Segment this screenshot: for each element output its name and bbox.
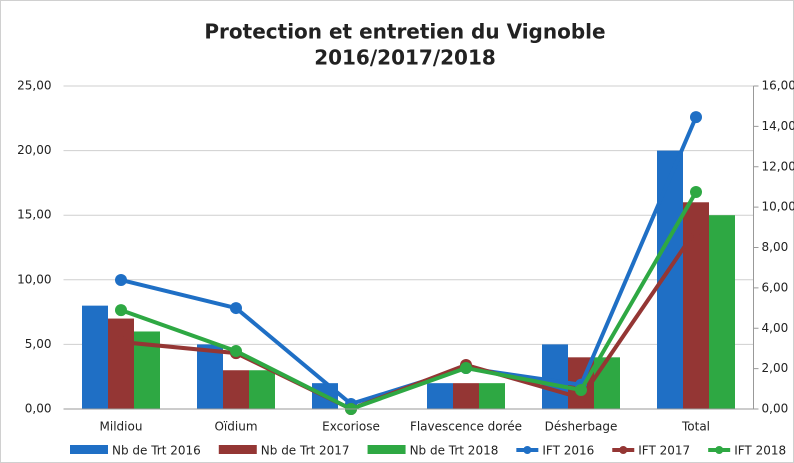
y-tick-label: 20,00 [17, 143, 51, 157]
y2-tick-label: 2,00 [762, 361, 789, 375]
bar [594, 357, 620, 409]
legend-label: IFT 2016 [542, 444, 594, 458]
y2-tick-label: 8,00 [762, 240, 789, 254]
y-tick-label: 5,00 [25, 337, 52, 351]
legend-swatch [715, 446, 724, 454]
y-tick-label: 10,00 [17, 272, 51, 286]
line-marker [115, 304, 127, 317]
bar [249, 370, 275, 409]
line-marker [115, 274, 127, 287]
chart-title: Protection et entretien du Vignoble [204, 20, 605, 44]
bar [108, 318, 134, 409]
line-marker [460, 362, 472, 375]
line-marker [115, 335, 127, 348]
legend-swatch [619, 446, 628, 454]
y-tick-label: 25,00 [17, 79, 51, 93]
x-tick-label: Oïdium [214, 420, 257, 434]
bar [479, 383, 505, 409]
bar [197, 344, 223, 409]
y2-tick-label: 14,00 [762, 119, 794, 133]
legend-label: Nb de Trt 2016 [112, 444, 201, 458]
y-tick-label: 15,00 [17, 208, 51, 222]
x-tick-label: Flavescence dorée [410, 420, 522, 434]
legend-label: Nb de Trt 2017 [261, 444, 350, 458]
legend-swatch [367, 445, 406, 454]
x-tick-label: Mildiou [100, 420, 143, 434]
line-marker [690, 185, 702, 198]
legend-label: Nb de Trt 2018 [410, 444, 499, 458]
line-marker [690, 111, 702, 124]
line-marker [690, 223, 702, 236]
bar [542, 344, 568, 409]
bar [683, 202, 709, 409]
bar [453, 383, 479, 409]
line [120, 190, 698, 412]
bar [223, 370, 249, 409]
bar [82, 305, 108, 409]
y2-tick-label: 10,00 [762, 200, 794, 214]
y2-tick-label: 6,00 [762, 280, 789, 294]
legend-swatch [70, 445, 108, 454]
bar [709, 215, 735, 409]
x-tick-label: Total [681, 420, 710, 434]
line-marker [230, 302, 242, 315]
y-tick-label: 0,00 [25, 402, 52, 416]
x-tick-label: Excoriose [322, 420, 380, 434]
y2-tick-label: 4,00 [762, 321, 789, 335]
legend-label: IFT 2017 [638, 444, 690, 458]
x-tick-label: Désherbage [545, 420, 618, 434]
legend-swatch [218, 445, 257, 454]
legend-label: IFT 2018 [734, 444, 786, 458]
y2-tick-label: 0,00 [762, 402, 789, 416]
chart-title: 2016/2017/2018 [314, 46, 496, 70]
y2-tick-label: 12,00 [762, 159, 794, 173]
legend-swatch [523, 446, 532, 454]
line-marker [575, 384, 587, 397]
y2-tick-label: 16,00 [762, 79, 794, 93]
bar [427, 383, 453, 409]
line-marker [230, 345, 242, 358]
